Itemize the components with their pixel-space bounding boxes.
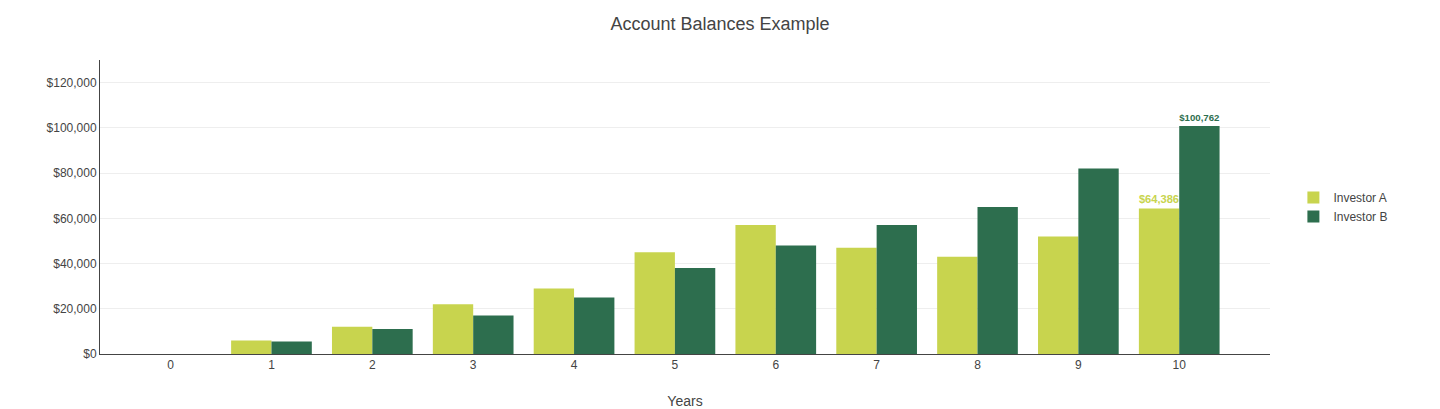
svg-text:9: 9 bbox=[1075, 358, 1082, 372]
svg-text:$0: $0 bbox=[83, 347, 97, 361]
svg-text:Account Balances Example: Account Balances Example bbox=[610, 14, 829, 34]
svg-text:3: 3 bbox=[470, 358, 477, 372]
svg-text:$100,000: $100,000 bbox=[47, 121, 97, 135]
svg-text:$60,000: $60,000 bbox=[53, 212, 97, 226]
svg-text:8: 8 bbox=[974, 358, 981, 372]
svg-text:7: 7 bbox=[873, 358, 880, 372]
svg-text:Investor B: Investor B bbox=[1333, 210, 1387, 224]
svg-text:Investor A: Investor A bbox=[1333, 191, 1386, 205]
svg-text:$120,000: $120,000 bbox=[47, 76, 97, 90]
svg-text:5: 5 bbox=[672, 358, 679, 372]
svg-text:4: 4 bbox=[571, 358, 578, 372]
svg-text:Years: Years bbox=[667, 393, 702, 409]
svg-text:$64,386: $64,386 bbox=[1139, 193, 1179, 205]
svg-text:1: 1 bbox=[268, 358, 275, 372]
svg-text:0: 0 bbox=[167, 358, 174, 372]
svg-text:6: 6 bbox=[772, 358, 779, 372]
svg-text:10: 10 bbox=[1173, 358, 1187, 372]
svg-text:$20,000: $20,000 bbox=[53, 302, 97, 316]
svg-text:$80,000: $80,000 bbox=[53, 166, 97, 180]
svg-text:$100,762: $100,762 bbox=[1179, 112, 1219, 123]
svg-text:$40,000: $40,000 bbox=[53, 257, 97, 271]
svg-text:2: 2 bbox=[369, 358, 376, 372]
